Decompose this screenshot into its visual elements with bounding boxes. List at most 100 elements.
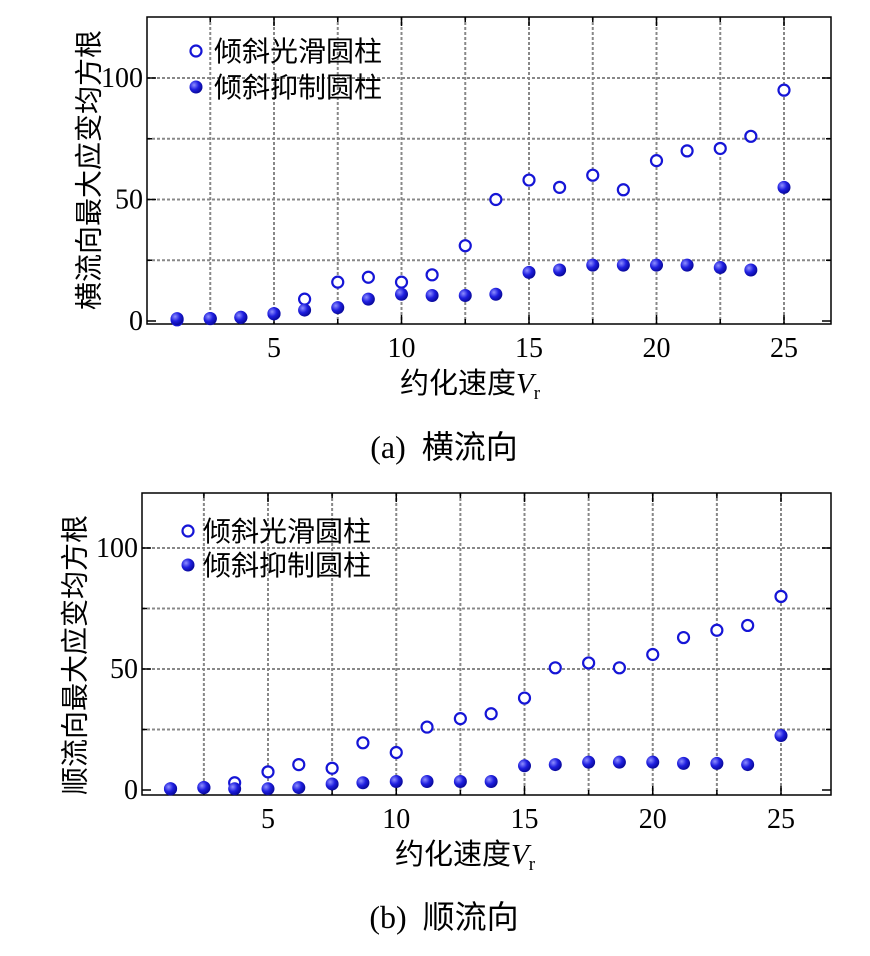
panel-b: 5 10 15 20 25 0 50 100 倾斜光滑圆柱 倾斜抑制圆柱 顺流向最大应变均方根…: [59, 492, 832, 935]
panel-a-legend-filled-marker: [189, 80, 203, 94]
panel-a-point-suppressed: [744, 263, 758, 277]
panel-a-legend-item-suppressed: 倾斜抑制圆柱: [189, 72, 382, 104]
panel-b-point-smooth: [420, 720, 434, 734]
panel-a-x-axis-label: 约化速度Vr: [400, 367, 541, 404]
panel-a-point-smooth: [680, 144, 694, 158]
panel-b-grid: [142, 493, 831, 795]
panel-b-point-suppressed: [741, 758, 755, 772]
panel-b-point-suppressed: [197, 781, 211, 795]
panel-a-point-suppressed: [553, 263, 567, 277]
panel-a-plot-frame: [146, 16, 832, 325]
panel-b-point-smooth: [356, 736, 370, 750]
panel-b-legend: 倾斜光滑圆柱 倾斜抑制圆柱: [181, 516, 371, 582]
panel-a-point-suppressed: [298, 303, 312, 317]
panel-b-series-suppressed: [164, 729, 788, 796]
panel-a-point-suppressed: [361, 292, 375, 306]
panel-b-y-tick-label: 100: [96, 533, 138, 564]
panel-a-caption: (a) 横流向: [370, 429, 518, 465]
panel-b-plot-frame: [141, 492, 832, 796]
panel-b-point-suppressed: [453, 775, 467, 789]
panel-a-x-tick-label: 20: [643, 333, 671, 364]
panel-b-point-smooth: [646, 647, 660, 662]
panel-a-point-suppressed: [777, 180, 791, 194]
panel-b-point-suppressed: [325, 777, 339, 791]
panel-b-point-smooth: [612, 661, 627, 675]
panel-b-x-tick-label: 10: [382, 804, 410, 835]
panel-a-point-suppressed: [616, 258, 630, 272]
panel-a-x-axis-label-var: V: [516, 368, 537, 400]
panel-a-x-tick-label: 15: [515, 333, 543, 364]
panel-b-point-smooth: [517, 691, 532, 705]
panel-a-point-smooth: [713, 141, 727, 156]
panel-b-point-smooth: [292, 757, 306, 772]
panel-a-point-suppressed: [489, 287, 503, 301]
panel-b-point-suppressed: [582, 755, 596, 769]
panel-b-point-smooth: [484, 707, 498, 721]
panel-a-point-smooth: [331, 275, 345, 289]
panel-b-legend-label-suppressed: 倾斜抑制圆柱: [203, 550, 371, 582]
panel-a-point-suppressed: [395, 287, 408, 301]
panel-a-point-smooth: [394, 275, 409, 289]
panel-b-point-smooth: [774, 589, 788, 604]
panel-a-point-smooth: [298, 292, 312, 306]
panel-b-point-smooth: [548, 661, 562, 675]
panel-a-point-smooth: [489, 192, 503, 207]
panel-a-point-suppressed: [203, 312, 217, 326]
panel-b-x-axis-label: 约化速度Vr: [395, 838, 536, 875]
panel-a-point-smooth: [361, 270, 375, 284]
panel-b-caption: (b) 顺流向: [369, 899, 518, 935]
panel-a-point-suppressed: [680, 258, 694, 272]
panel-b-point-suppressed: [228, 782, 242, 796]
panel-b-series-smooth: [163, 589, 788, 796]
panel-b-legend-label-smooth: 倾斜光滑圆柱: [203, 516, 371, 548]
panel-b-point-smooth: [389, 745, 403, 760]
panel-b-point-suppressed: [292, 781, 306, 795]
panel-a-y-axis-label: 横流向最大应变均方根: [73, 30, 105, 310]
panel-b-x-tick-label: 15: [511, 804, 539, 835]
panel-a: 5 10 15 20 25 0 50 100 倾斜光滑圆柱 倾斜抑制圆柱 横流向最大应变均方根…: [73, 16, 832, 465]
panel-b-legend-item-suppressed: 倾斜抑制圆柱: [181, 550, 371, 582]
panel-b-point-smooth: [741, 618, 755, 633]
panel-b-point-suppressed: [164, 782, 178, 796]
panel-a-point-suppressed: [713, 261, 727, 275]
panel-a-ticks: 5 10 15 20 25 0 50 100: [101, 17, 831, 364]
panel-b-x-axis-label-text: 约化速度: [395, 838, 511, 871]
panel-a-point-smooth: [777, 83, 791, 97]
panel-b-point-smooth: [325, 761, 339, 775]
panel-a-point-smooth: [458, 239, 472, 253]
panel-a-grid: [147, 17, 831, 324]
panel-b-point-suppressed: [548, 758, 562, 772]
panel-a-point-suppressed: [425, 288, 439, 302]
panel-a-point-smooth: [744, 129, 758, 143]
panel-b-point-smooth: [453, 712, 467, 726]
panel-a-series-suppressed: [170, 180, 791, 326]
panel-b-point-suppressed: [484, 775, 498, 789]
panel-a-legend-label-suppressed: 倾斜抑制圆柱: [214, 72, 382, 104]
panel-a-point-smooth: [616, 183, 630, 197]
panel-b-y-tick-label: 50: [110, 654, 138, 685]
panel-a-y-tick-label: 0: [129, 306, 143, 337]
panel-b-y-tick-label: 0: [124, 775, 138, 806]
panel-a-point-suppressed: [267, 307, 281, 321]
panel-a-legend: 倾斜光滑圆柱 倾斜抑制圆柱: [189, 36, 382, 104]
panel-b-point-suppressed: [261, 782, 275, 796]
panel-b-x-tick-label: 20: [639, 804, 667, 835]
panel-a-point-suppressed: [522, 265, 536, 279]
panel-a-point-smooth: [552, 180, 567, 194]
panel-a-x-axis-label-text: 约化速度: [400, 367, 516, 400]
panel-b-point-suppressed: [420, 775, 434, 789]
panel-b-x-tick-label: 5: [261, 804, 275, 835]
panel-b-legend-open-marker: [181, 524, 195, 538]
panel-b-point-suppressed: [612, 755, 626, 769]
panel-b-point-smooth: [582, 656, 596, 670]
panel-a-legend-label-smooth: 倾斜光滑圆柱: [214, 36, 382, 68]
panel-b-x-tick-label: 25: [767, 804, 795, 835]
panel-b-ticks: 5 10 15 20 25 0 50 100: [96, 493, 831, 835]
panel-b-point-suppressed: [646, 755, 660, 769]
panel-a-point-suppressed: [586, 258, 600, 272]
panel-a-point-suppressed: [650, 258, 663, 272]
panel-a-legend-open-marker: [189, 44, 203, 58]
panel-a-point-suppressed: [458, 288, 472, 302]
panel-b-y-axis-label: 顺流向最大应变均方根: [59, 515, 91, 795]
panel-a-legend-item-smooth: 倾斜光滑圆柱: [189, 36, 382, 68]
